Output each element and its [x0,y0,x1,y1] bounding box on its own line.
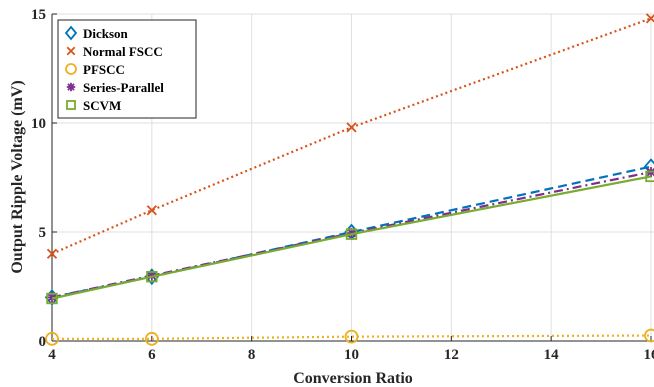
y-tick-label: 0 [39,334,47,350]
marker-x [146,205,157,216]
marker-square [146,270,158,283]
marker-asterisk [66,82,76,92]
marker-square [645,170,654,183]
marker-diamond [64,25,78,41]
series-normal-fscc [46,13,654,259]
legend-label: PFSCC [83,62,125,77]
marker-x [645,13,654,24]
marker-square [345,228,358,240]
y-tick-label: 15 [31,7,46,23]
marker-x [346,122,357,133]
legend-entry: Dickson [64,25,129,41]
legend-entry: Normal FSCC [66,44,163,59]
legend-label: Series-Parallel [83,80,164,95]
series-pfscc [45,328,654,346]
marker-circle [65,63,77,75]
marker-circle [644,328,654,343]
x-axis-title: Conversion Ratio [293,370,413,387]
legend-label: SCVM [83,98,121,113]
marker-circle [144,331,159,346]
marker-circle [344,329,359,344]
legend-label: Dickson [83,26,129,41]
legend-entry: SCVM [66,98,121,113]
x-tick-label: 4 [48,347,56,363]
x-tick-label: 12 [444,347,459,363]
axes [51,13,654,342]
y-axis-title: Output Ripple Voltage (mV) [9,80,26,273]
legend-box [57,19,197,119]
marker-circle [45,331,59,346]
marker-x [46,248,58,259]
y-tick-label: 5 [39,225,47,241]
series-scvm [46,170,654,305]
marker-x [66,46,76,56]
tick-labels: 4 6 8 10 12 14 16 0 5 10 15 [31,7,654,363]
legend-entry: PFSCC [65,62,125,77]
legend: Dickson Normal FSCC PFSCC Series-Parallel SC… [57,19,197,119]
series-line [51,175,652,300]
legend-entry: Series-Parallel [66,80,164,95]
x-tick-label: 10 [344,347,359,363]
x-tick-label: 14 [544,347,560,363]
x-tick-label: 16 [644,347,654,363]
marker-square [46,292,58,305]
series-group [44,13,654,346]
marker-square [66,100,76,110]
x-tick-label: 6 [148,347,156,363]
y-tick-label: 10 [31,116,46,132]
legend-label: Normal FSCC [83,44,163,59]
x-tick-label: 8 [248,347,256,363]
